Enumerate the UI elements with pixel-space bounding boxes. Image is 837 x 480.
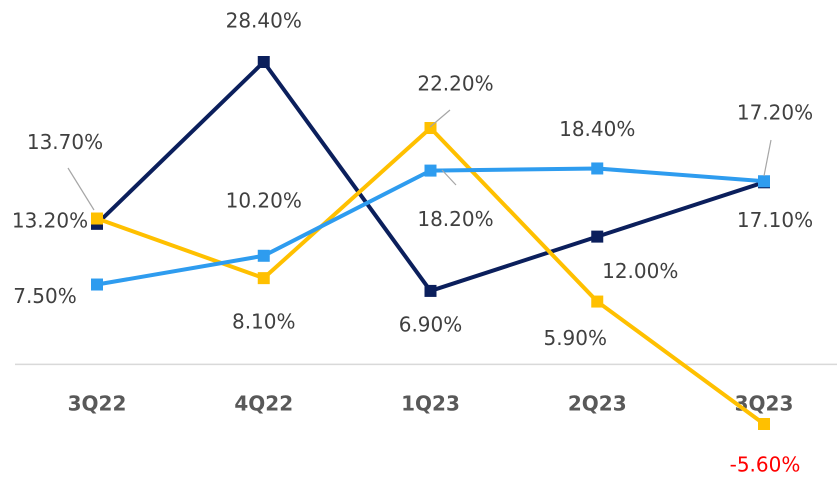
data-label: 22.20% <box>417 72 493 96</box>
data-label: 18.40% <box>559 117 635 141</box>
data-label: 10.20% <box>226 188 302 212</box>
marker <box>758 418 770 430</box>
marker <box>591 295 604 308</box>
data-label: 13.70% <box>27 130 103 154</box>
data-label: 8.10% <box>232 310 296 334</box>
x-tick-label: 3Q23 <box>735 392 794 416</box>
marker <box>257 56 270 68</box>
x-tick-label: 4Q22 <box>234 392 293 416</box>
data-label: 28.40% <box>226 9 302 33</box>
data-label: 7.50% <box>13 284 77 308</box>
data-label: 17.20% <box>737 101 813 125</box>
leader-line <box>441 169 457 186</box>
marker <box>591 230 604 243</box>
data-label: 13.20% <box>12 208 88 232</box>
x-tick-label: 2Q23 <box>568 392 627 416</box>
data-label: 5.90% <box>543 326 607 350</box>
leader-line <box>763 139 772 177</box>
data-label: 12.00% <box>602 259 678 283</box>
x-tick-label: 1Q23 <box>401 392 460 416</box>
marker <box>758 175 770 188</box>
data-label: -5.60% <box>730 453 801 477</box>
data-label: 6.90% <box>399 312 463 336</box>
marker <box>424 284 437 297</box>
marker <box>591 162 604 175</box>
x-tick-label: 3Q22 <box>68 392 127 416</box>
marker <box>91 212 103 225</box>
data-label: 17.10% <box>737 208 813 232</box>
leader-line <box>429 109 451 128</box>
marker <box>424 122 437 135</box>
marker <box>257 272 270 285</box>
leader-line <box>67 167 95 211</box>
data-label: 18.20% <box>417 207 493 231</box>
marker <box>424 164 437 177</box>
marker <box>257 249 270 262</box>
marker <box>91 278 103 291</box>
